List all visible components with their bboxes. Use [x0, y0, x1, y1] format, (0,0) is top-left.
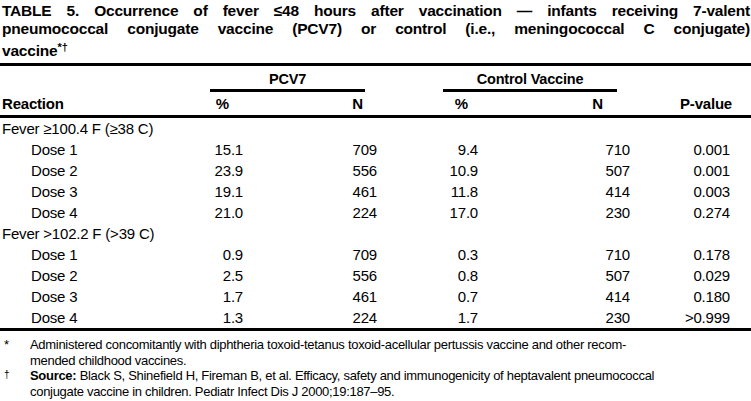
footnote-line: Source: Black S, Shinefield H, Fireman B… [30, 368, 751, 384]
footnote-markers: *† [57, 41, 67, 53]
fever-occurrence-table: PCV7 Control Vaccine Reaction % N % N P-… [0, 63, 751, 331]
pcv7-n-value: 224 [245, 307, 379, 330]
title-line-3: vaccine*† [2, 38, 750, 60]
footnote-line: Administered concomitantly with diphther… [30, 337, 751, 353]
group-spacer [0, 65, 202, 93]
table-row: Dose 4 21.0 224 17.0 230 0.274 [0, 202, 751, 223]
table-row: Dose 2 2.5 556 0.8 507 0.029 [0, 265, 751, 286]
control-pct-value: 0.8 [379, 265, 480, 286]
pcv7-pct-value: 15.1 [202, 139, 245, 160]
column-header-control-n: N [480, 92, 632, 117]
p-value: 0.003 [632, 181, 751, 202]
title-line-3-text: vaccine [2, 42, 57, 59]
p-value: 0.180 [632, 286, 751, 307]
row-label: Dose 4 [0, 307, 202, 330]
table-row: Dose 3 19.1 461 11.8 414 0.003 [0, 181, 751, 202]
control-n-value: 710 [480, 244, 632, 265]
column-header-reaction: Reaction [0, 92, 202, 117]
row-label: Dose 4 [0, 202, 202, 223]
asterisk-marker: * [4, 337, 9, 353]
p-value: 0.001 [632, 139, 751, 160]
row-label: Dose 1 [0, 139, 202, 160]
control-pct-value: 1.7 [379, 307, 480, 330]
title-line-1: TABLE 5. Occurrence of fever ≤48 hours a… [2, 2, 750, 20]
pcv7-n-value: 556 [245, 160, 379, 181]
section-label-fever-102: Fever >102.2 F (>39 C) [0, 223, 751, 244]
section-label-fever-100: Fever ≥100.4 F (≥38 C) [0, 117, 751, 140]
table-title: TABLE 5. Occurrence of fever ≤48 hours a… [0, 2, 750, 60]
column-header-pcv7-n: N [245, 92, 379, 117]
row-label: Dose 2 [0, 265, 202, 286]
control-n-value: 507 [480, 265, 632, 286]
p-value: 0.274 [632, 202, 751, 223]
control-n-value: 414 [480, 181, 632, 202]
pcv7-pct-value: 19.1 [202, 181, 245, 202]
pcv7-n-value: 461 [245, 286, 379, 307]
document-page: TABLE 5. Occurrence of fever ≤48 hours a… [0, 0, 751, 399]
section-header-row: Fever ≥100.4 F (≥38 C) [0, 117, 751, 140]
column-header-row: Reaction % N % N P-value [0, 92, 751, 117]
control-pct-value: 0.3 [379, 244, 480, 265]
control-pct-value: 10.9 [379, 160, 480, 181]
column-group-control: Control Vaccine [443, 71, 617, 92]
footnote-asterisk: * Administered concomitantly with diphth… [0, 337, 751, 368]
footnote-dagger: † Source: Black S, Shinefield H, Fireman… [0, 368, 751, 399]
pcv7-n-value: 709 [245, 244, 379, 265]
column-header-pcv7-pct: % [202, 92, 245, 117]
table-row: Dose 2 23.9 556 10.9 507 0.001 [0, 160, 751, 181]
pcv7-pct-value: 1.3 [202, 307, 245, 330]
column-header-control-pct: % [379, 92, 480, 117]
table-row: Dose 1 15.1 709 9.4 710 0.001 [0, 139, 751, 160]
control-n-value: 230 [480, 202, 632, 223]
pcv7-n-value: 461 [245, 181, 379, 202]
section-header-row: Fever >102.2 F (>39 C) [0, 223, 751, 244]
column-group-pcv7-cell: PCV7 [202, 65, 379, 93]
row-label: Dose 2 [0, 160, 202, 181]
p-value: 0.178 [632, 244, 751, 265]
dagger-marker: † [4, 367, 9, 383]
control-n-value: 507 [480, 160, 632, 181]
group-spacer [632, 65, 751, 93]
row-label: Dose 3 [0, 286, 202, 307]
footnotes: * Administered concomitantly with diphth… [0, 337, 751, 399]
pcv7-n-value: 556 [245, 265, 379, 286]
control-pct-value: 0.7 [379, 286, 480, 307]
title-line-2: pneumococcal conjugate vaccine (PCV7) or… [2, 20, 750, 38]
column-header-pvalue: P-value [632, 92, 751, 117]
pcv7-pct-value: 0.9 [202, 244, 245, 265]
footnote-line: conjugate vaccine in children. Pediatr I… [30, 384, 751, 400]
row-label: Dose 1 [0, 244, 202, 265]
pcv7-n-value: 709 [245, 139, 379, 160]
footnote-line: mended childhood vaccines. [30, 353, 751, 369]
source-label: Source: [30, 368, 76, 383]
control-n-value: 710 [480, 139, 632, 160]
row-label: Dose 3 [0, 181, 202, 202]
pcv7-pct-value: 23.9 [202, 160, 245, 181]
table-row: Dose 4 1.3 224 1.7 230 >0.999 [0, 307, 751, 330]
control-pct-value: 17.0 [379, 202, 480, 223]
control-n-value: 230 [480, 307, 632, 330]
control-n-value: 414 [480, 286, 632, 307]
column-group-row: PCV7 Control Vaccine [0, 65, 751, 93]
p-value: 0.029 [632, 265, 751, 286]
p-value: >0.999 [632, 307, 751, 330]
pcv7-pct-value: 21.0 [202, 202, 245, 223]
column-group-control-cell: Control Vaccine [379, 65, 632, 93]
control-pct-value: 9.4 [379, 139, 480, 160]
source-text: Black S, Shinefield H, Fireman B, et al.… [80, 368, 655, 383]
table-row: Dose 1 0.9 709 0.3 710 0.178 [0, 244, 751, 265]
control-pct-value: 11.8 [379, 181, 480, 202]
column-group-pcv7: PCV7 [210, 71, 365, 92]
table-row: Dose 3 1.7 461 0.7 414 0.180 [0, 286, 751, 307]
pcv7-pct-value: 1.7 [202, 286, 245, 307]
pcv7-n-value: 224 [245, 202, 379, 223]
p-value: 0.001 [632, 160, 751, 181]
pcv7-pct-value: 2.5 [202, 265, 245, 286]
